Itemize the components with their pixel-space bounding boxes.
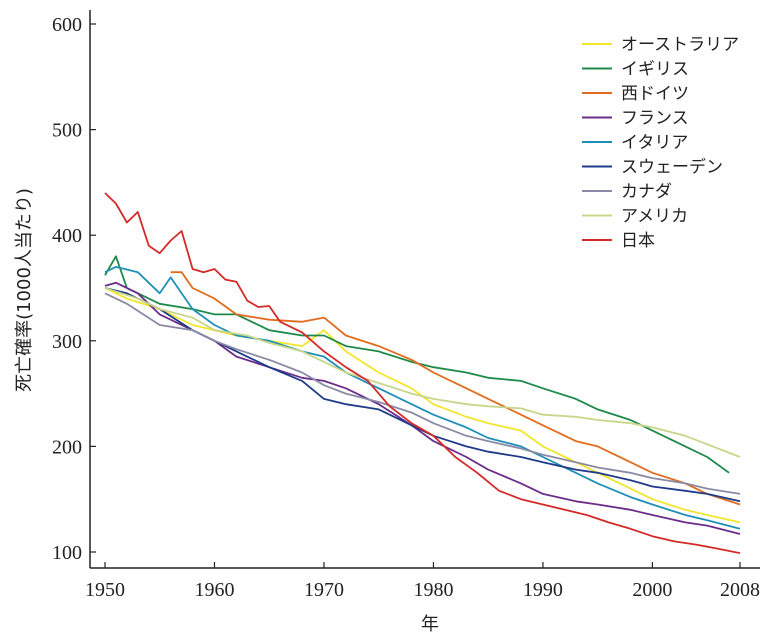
x-tick-label: 1990 bbox=[523, 579, 563, 601]
series-line-0 bbox=[104, 287, 741, 524]
legend-label-0: オーストラリア bbox=[621, 35, 739, 55]
series-line-4 bbox=[104, 266, 741, 530]
y-tick-label: 400 bbox=[52, 225, 82, 247]
x-tick-label: 1980 bbox=[413, 579, 453, 601]
legend-label-4: イタリア bbox=[621, 133, 688, 153]
legend-label-1: イギリス bbox=[621, 60, 689, 80]
y-axis-title: 死亡確率(1000人当たり) bbox=[14, 188, 35, 392]
x-tick-label: 2000 bbox=[632, 579, 672, 601]
legend-label-7: アメリカ bbox=[621, 207, 688, 227]
series-line-7 bbox=[104, 287, 741, 458]
series-layer bbox=[104, 192, 741, 554]
legend-label-3: フランス bbox=[621, 109, 689, 129]
series-line-8 bbox=[104, 192, 741, 554]
x-tick-label: 2008 bbox=[720, 579, 760, 601]
y-tick-label: 300 bbox=[52, 331, 82, 353]
series-line-1 bbox=[104, 255, 730, 474]
legend-label-6: カナダ bbox=[621, 182, 672, 202]
y-tick-label: 600 bbox=[52, 14, 82, 36]
y-tick-label: 200 bbox=[52, 436, 82, 458]
series-line-2 bbox=[170, 271, 741, 506]
x-axis-title: 年 bbox=[421, 614, 439, 635]
y-tick-label: 500 bbox=[52, 120, 82, 142]
legend-label-2: 西ドイツ bbox=[621, 84, 689, 104]
legend-label-5: スウェーデン bbox=[621, 157, 723, 178]
axes: 100 200 300 400 500 600 1950 1960 1970 1980 1990 20… bbox=[52, 10, 760, 601]
legend-label-8: 日本 bbox=[621, 231, 655, 251]
x-tick-label: 1950 bbox=[85, 579, 125, 601]
x-tick-label: 1970 bbox=[304, 579, 344, 601]
y-tick-label: 100 bbox=[52, 542, 82, 564]
series-line-6 bbox=[104, 292, 741, 495]
x-tick-label: 1960 bbox=[194, 579, 234, 601]
